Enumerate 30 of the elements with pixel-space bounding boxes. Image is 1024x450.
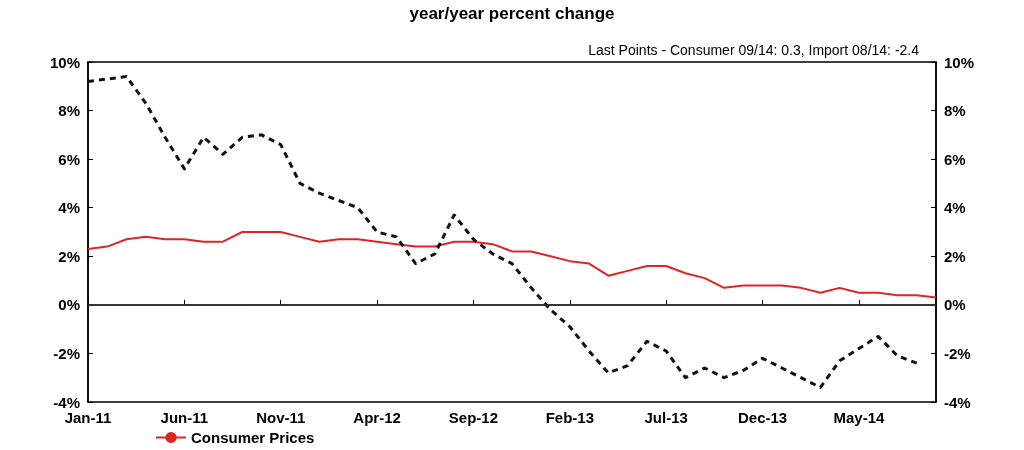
x-tick-label: May-14: [833, 409, 885, 426]
y-tick-label: 4%: [58, 199, 80, 217]
y2-tick-label: 0%: [944, 296, 966, 314]
y2-tick-label: -2%: [944, 344, 971, 362]
line-series: [87, 231, 937, 299]
y-tick-label: -2%: [53, 344, 80, 362]
y-tick-label: 10%: [49, 53, 80, 71]
y-tick-label: 6%: [58, 150, 80, 168]
y-tick-label: 2%: [58, 247, 80, 265]
x-tick-label: Jan-11: [64, 409, 112, 426]
line-series: [86, 75, 919, 389]
text: Last Points - Consumer 09/14: 0.3, Import 08/14: -2.4: [588, 42, 920, 58]
chart-title: year/year percent change: [409, 4, 615, 23]
y2-tick-label: -4%: [944, 393, 971, 411]
y-tick-label: -4%: [53, 393, 80, 411]
x-tick-label: Jun-11: [160, 409, 209, 426]
y-tick-label: 0%: [58, 296, 80, 314]
x-tick-label: Dec-13: [737, 409, 788, 426]
x-tick-label: Apr-12: [353, 409, 401, 426]
y2-tick-label: 4%: [944, 199, 966, 217]
x-tick-label: Jul-13: [644, 409, 688, 426]
legend-label: Consumer Prices: [191, 429, 315, 446]
x-tick-label: Feb-13: [545, 409, 594, 426]
y2-tick-label: 2%: [944, 247, 966, 265]
y2-tick-label: 10%: [944, 53, 975, 71]
y2-tick-label: 8%: [944, 102, 966, 120]
x-tick-label: Sep-12: [448, 409, 499, 426]
x-tick-label: Nov-11: [256, 409, 306, 426]
y-tick-label: 8%: [58, 102, 80, 120]
y2-tick-label: 6%: [944, 150, 966, 168]
